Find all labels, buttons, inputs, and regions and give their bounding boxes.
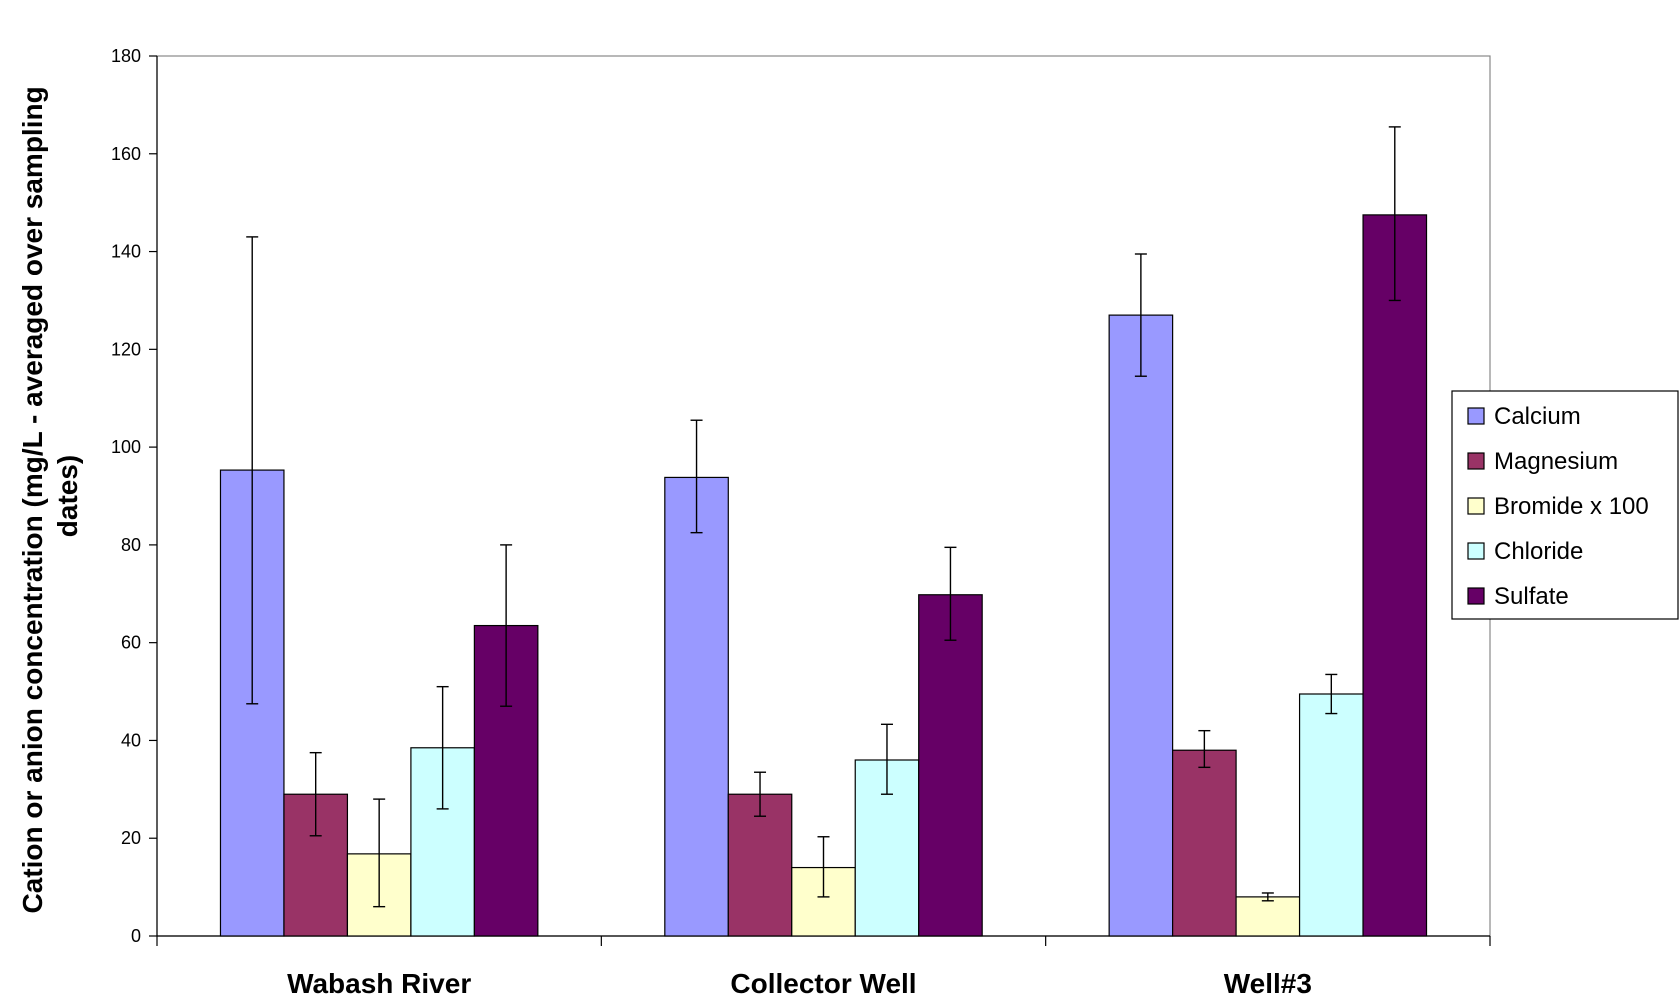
y-tick-label: 180 <box>111 46 141 66</box>
bar-bromide-x-100 <box>1235 896 1301 937</box>
plot-area-frame <box>156 55 1491 937</box>
y-tick-label: 40 <box>121 730 141 750</box>
y-tick-label: 120 <box>111 339 141 359</box>
bar-sulfate <box>918 594 983 937</box>
legend-label: Sulfate <box>1494 583 1569 610</box>
y-tick-label: 20 <box>121 828 141 848</box>
bar-sulfate <box>1362 214 1428 937</box>
y-axis-title-line-1: Cation or anion concentration (mg/L - av… <box>17 86 48 913</box>
y-tick-label: 160 <box>111 144 141 164</box>
category-label: Wabash River <box>287 968 471 999</box>
legend-swatch <box>1467 497 1485 515</box>
legend-box <box>1451 390 1679 620</box>
y-tick-label: 60 <box>121 633 141 653</box>
legend-label: Magnesium <box>1494 448 1618 475</box>
legend: Calcium Magnesium Bromide x 100 Chloride Sul… <box>1451 390 1679 620</box>
bar-chloride <box>1298 693 1364 937</box>
bar-magnesium <box>1172 749 1237 937</box>
y-tick-label: 80 <box>121 535 141 555</box>
y-axis-title: Cation or anion concentration (mg/L - av… <box>17 79 83 914</box>
x-axis <box>156 935 1491 946</box>
legend-label: Chloride <box>1494 538 1583 565</box>
y-tick-label: 0 <box>131 926 141 946</box>
y-axis: 0 20 40 60 80 100 120 140 160 180 <box>111 46 158 946</box>
y-axis-title-line-2: dates) <box>52 455 83 537</box>
y-tick-label: 140 <box>111 242 141 262</box>
legend-swatch <box>1467 587 1485 605</box>
legend-label: Bromide x 100 <box>1494 493 1649 520</box>
bar-magnesium <box>727 793 793 937</box>
legend-label: Calcium <box>1494 403 1581 430</box>
legend-swatch <box>1467 452 1485 470</box>
bars-group <box>219 214 1428 937</box>
y-tick-label: 100 <box>111 437 141 457</box>
category-labels: Wabash River Collector Well Well#3 <box>287 968 1312 999</box>
error-bars-group <box>246 126 1401 908</box>
plot-area <box>156 55 1491 937</box>
category-label: Well#3 <box>1224 968 1312 999</box>
legend-swatch <box>1467 407 1485 425</box>
bar-calcium <box>664 476 729 937</box>
legend-swatch <box>1467 542 1485 560</box>
category-label: Collector Well <box>730 968 916 999</box>
bar-calcium <box>1108 314 1174 937</box>
